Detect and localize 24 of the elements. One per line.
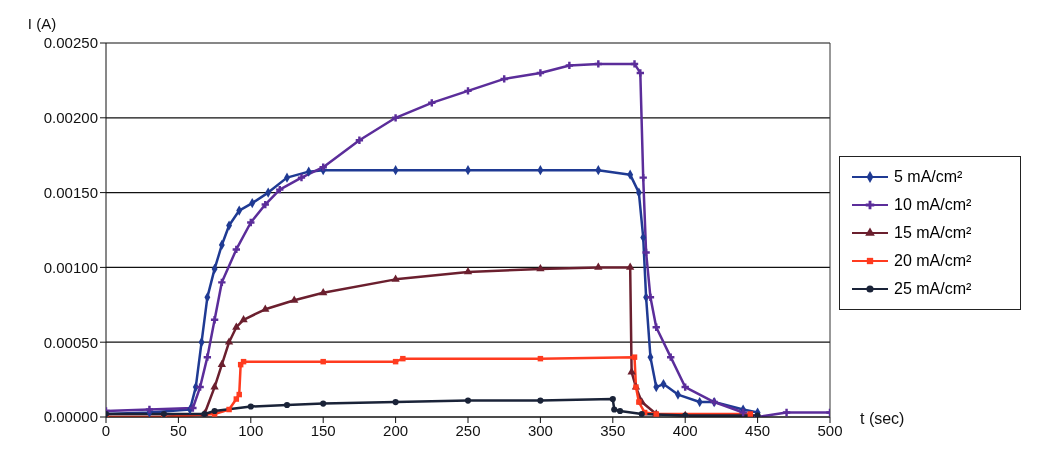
legend-label: 5 mA/cm² bbox=[894, 167, 963, 186]
y-tick-label: 0.00100 bbox=[43, 258, 98, 276]
y-tick-label: 0.00150 bbox=[43, 183, 98, 201]
y-tick-label: 0.00050 bbox=[43, 333, 98, 351]
x-tick-label: 500 bbox=[817, 421, 843, 439]
x-tick-label: 200 bbox=[383, 421, 409, 439]
x-tick-label: 350 bbox=[600, 421, 626, 439]
x-tick-label: 150 bbox=[310, 421, 336, 439]
x-tick-label: 100 bbox=[238, 421, 264, 439]
x-tick-label: 0 bbox=[101, 421, 111, 439]
x-tick-label: 450 bbox=[745, 421, 771, 439]
legend-label: 20 mA/cm² bbox=[894, 251, 972, 270]
y-tick-label: 0.00200 bbox=[43, 109, 98, 127]
y-tick-label: 0.00000 bbox=[43, 408, 98, 426]
x-axis-title: t (sec) bbox=[860, 409, 905, 427]
legend-label: 10 mA/cm² bbox=[894, 195, 972, 214]
x-tick-label: 300 bbox=[527, 421, 553, 439]
legend-label: 15 mA/cm² bbox=[894, 223, 972, 242]
x-tick-label: 400 bbox=[672, 421, 698, 439]
x-tick-label: 250 bbox=[455, 421, 481, 439]
x-tick-label: 50 bbox=[170, 421, 187, 439]
y-tick-label: 0.00250 bbox=[43, 34, 98, 52]
y-axis-title: I (A) bbox=[27, 15, 57, 32]
legend-label: 25 mA/cm² bbox=[894, 279, 972, 298]
